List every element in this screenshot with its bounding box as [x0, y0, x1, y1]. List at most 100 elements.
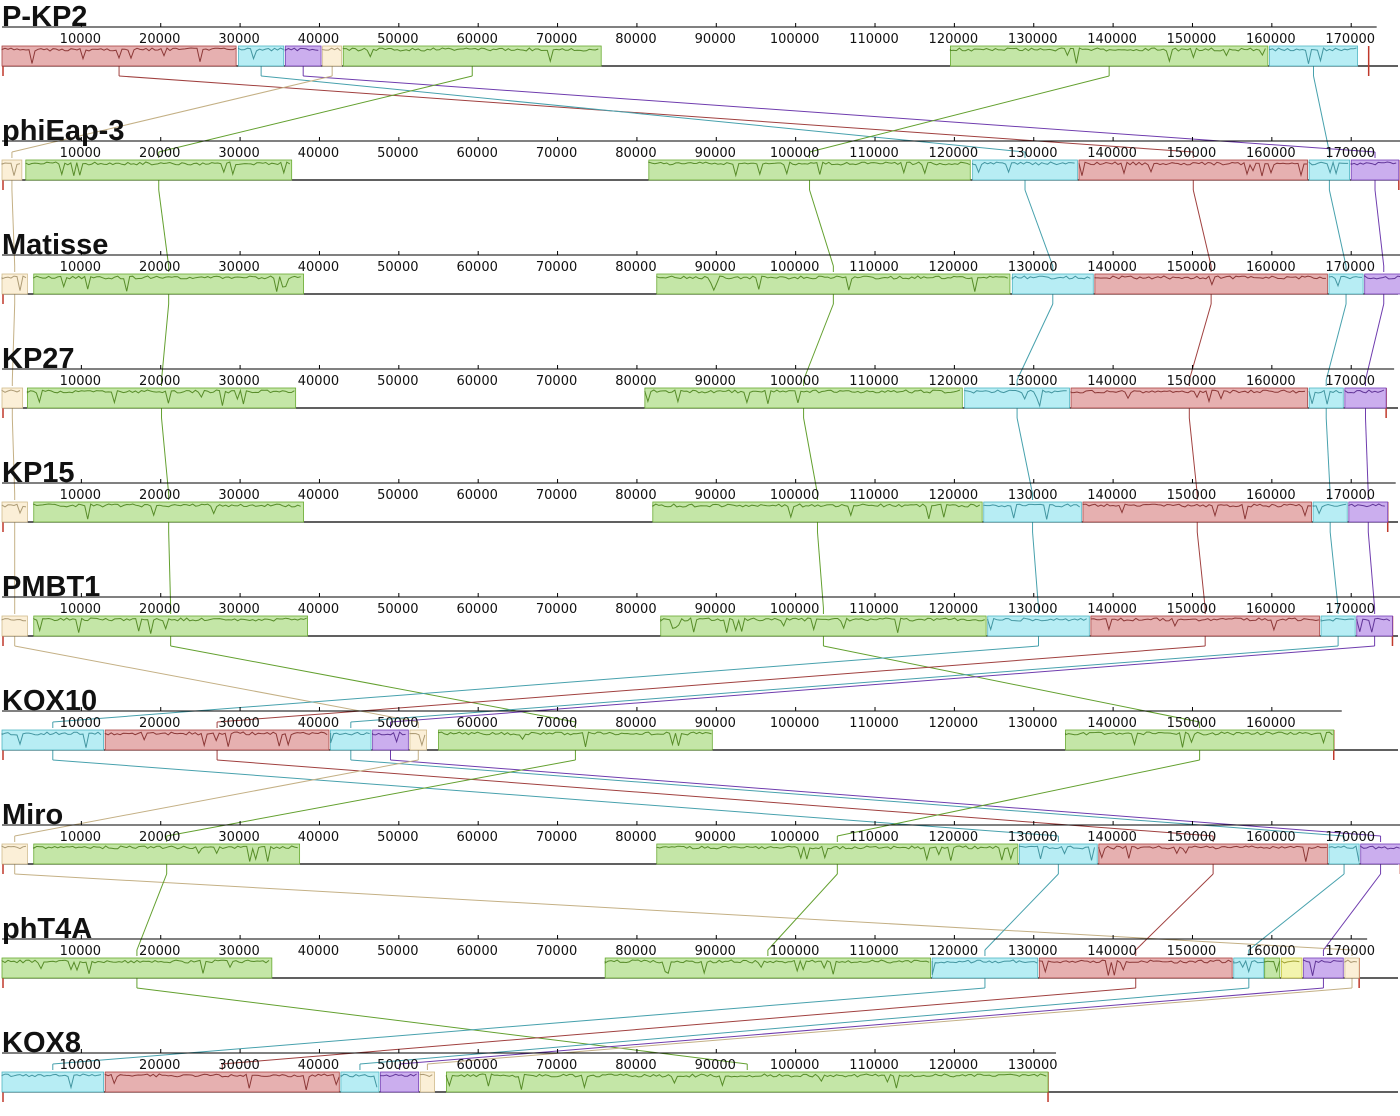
genome-name: Miro	[2, 799, 63, 831]
ruler-tick-label: 120000	[929, 374, 979, 389]
lcb-connector-green	[803, 408, 818, 500]
ruler-tick-label: 170000	[1325, 32, 1375, 47]
ruler-tick-label: 50000	[377, 602, 418, 617]
ruler-tick-label: 110000	[849, 32, 899, 47]
ruler-tick-label: 130000	[1008, 260, 1058, 275]
ruler-tick-label: 30000	[218, 146, 259, 161]
lcb-block-purple	[1356, 615, 1393, 637]
lcb-connector-purple	[1367, 522, 1376, 614]
lcb-connector-red	[1196, 522, 1206, 614]
ruler-tick-label: 100000	[770, 1058, 820, 1073]
similarity-profile	[25, 161, 291, 177]
lcb-block-green	[25, 159, 293, 181]
lcb-connector-red	[118, 66, 1194, 158]
lcb-block-red	[1, 45, 237, 67]
ruler-tick-label: 70000	[536, 944, 577, 959]
ruler-tick-label: 130000	[1008, 602, 1058, 617]
genome-name: PMBT1	[2, 571, 100, 603]
lcb-block-tan	[1, 843, 28, 865]
similarity-profile	[1350, 161, 1397, 166]
lcb-connector-cyan	[1016, 294, 1054, 386]
lcb-connector-red	[1135, 864, 1214, 956]
similarity-profile	[1364, 275, 1400, 280]
ruler-tick-label: 120000	[929, 260, 979, 275]
lcb-block-cyan	[1308, 159, 1351, 181]
similarity-profile	[104, 1073, 340, 1091]
ruler-tick-label: 170000	[1325, 260, 1375, 275]
similarity-profile	[1078, 161, 1307, 178]
ruler-tick-label: 160000	[1246, 260, 1296, 275]
similarity-profile	[987, 617, 1087, 632]
similarity-profile	[438, 731, 712, 748]
ruler-tick-label: 130000	[1008, 944, 1058, 959]
lcb-block-green	[342, 45, 602, 67]
lcb-block-green	[33, 273, 304, 295]
ruler-tick-label: 30000	[218, 1058, 259, 1073]
ruler-tick-label: 100000	[770, 716, 820, 731]
ruler-tick-label: 10000	[60, 488, 101, 503]
ruler-tick-label: 20000	[139, 830, 180, 845]
lcb-connector-green	[136, 978, 748, 1070]
lcb-connector-red	[1192, 180, 1212, 272]
lcb-block-purple	[380, 1071, 420, 1093]
ruler-tick-label: 10000	[60, 32, 101, 47]
lcb-block-cyan	[1328, 273, 1364, 295]
ruler-tick-label: 20000	[139, 488, 180, 503]
similarity-profile	[1348, 503, 1385, 508]
lcb-connector-green	[158, 180, 170, 272]
ruler-tick-label: 60000	[457, 830, 498, 845]
lcb-block-red	[1098, 843, 1328, 865]
similarity-profile	[656, 275, 1008, 292]
lcb-block-cyan	[1, 729, 104, 751]
ruler-tick-label: 140000	[1087, 944, 1137, 959]
genome-name: phT4A	[2, 913, 92, 945]
lcb-connector-green	[836, 750, 1201, 842]
lcb-block-red	[1082, 501, 1312, 523]
similarity-profile	[964, 389, 1067, 408]
ruler-tick-label: 40000	[298, 830, 339, 845]
ruler-tick-label: 20000	[139, 374, 180, 389]
ruler-tick-label: 140000	[1087, 32, 1137, 47]
lcb-connector-cyan	[52, 750, 1059, 842]
ruler-tick-label: 70000	[536, 488, 577, 503]
ruler-tick-label: 120000	[929, 944, 979, 959]
similarity-profile	[983, 503, 1080, 520]
lcb-block-purple	[1344, 387, 1387, 409]
similarity-profile	[1308, 160, 1349, 176]
similarity-profile	[409, 732, 426, 747]
ruler-tick-label: 140000	[1087, 374, 1137, 389]
ruler-tick-label: 100000	[770, 146, 820, 161]
ruler-tick-label: 30000	[218, 374, 259, 389]
similarity-profile	[26, 388, 295, 406]
similarity-profile	[1233, 959, 1264, 974]
ruler-tick-label: 130000	[1008, 374, 1058, 389]
ruler-tick-label: 80000	[615, 488, 656, 503]
lcb-block-green	[644, 387, 963, 409]
lcb-connector-green	[816, 522, 824, 614]
ruler-tick-label: 80000	[615, 1058, 656, 1073]
ruler-tick-label: 70000	[536, 602, 577, 617]
similarity-profile	[1264, 960, 1281, 974]
ruler-tick-label: 100000	[770, 374, 820, 389]
ruler-tick-label: 170000	[1325, 146, 1375, 161]
lcb-block-cyan	[330, 729, 372, 751]
lcb-block-red	[1070, 387, 1308, 409]
ruler-tick-label: 170000	[1325, 944, 1375, 959]
similarity-profile	[1, 389, 21, 393]
lcb-block-tan	[1, 273, 28, 295]
lcb-connector-green	[158, 66, 473, 158]
similarity-profile	[644, 389, 961, 405]
lcb-connector-cyan	[1032, 522, 1040, 614]
ruler-tick-label: 130000	[1008, 1058, 1058, 1073]
lcb-block-cyan	[1, 1071, 104, 1093]
ruler-tick-label: 80000	[615, 32, 656, 47]
ruler-tick-label: 170000	[1325, 488, 1375, 503]
lcb-block-green	[26, 387, 297, 409]
lcb-connector-purple	[1322, 864, 1382, 956]
ruler-tick-label: 40000	[298, 602, 339, 617]
